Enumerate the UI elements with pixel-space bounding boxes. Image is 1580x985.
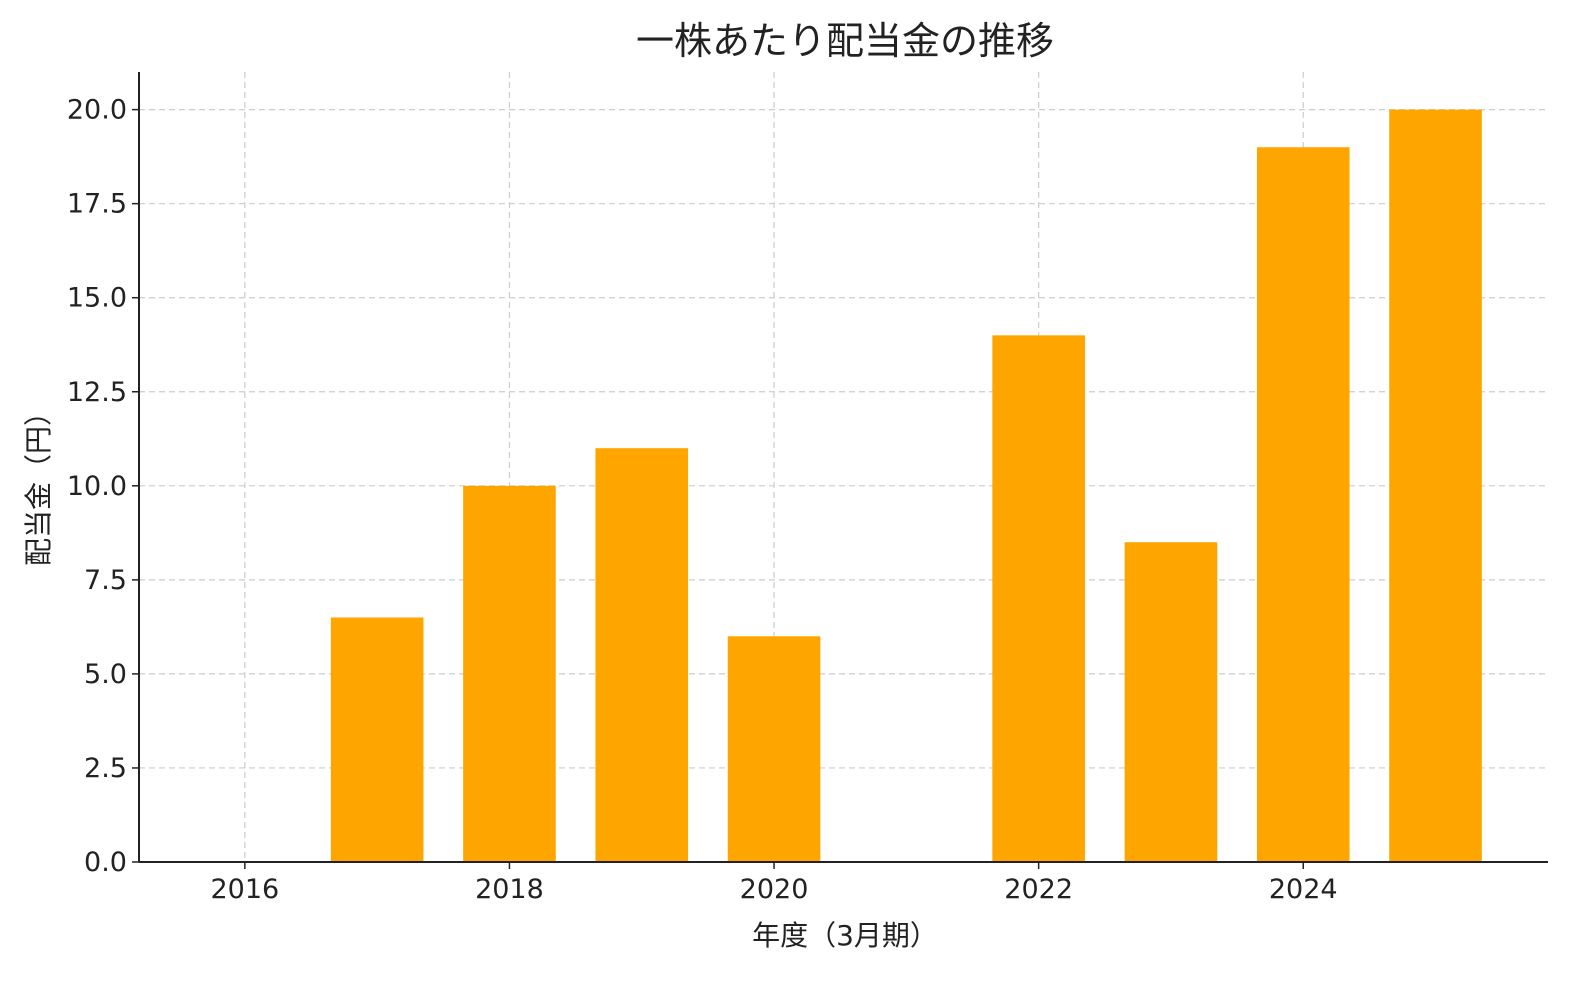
x-tick-label: 2024	[1269, 874, 1338, 905]
x-tick-label: 2018	[475, 874, 544, 905]
bar-2019	[595, 448, 689, 862]
y-tick-label: 5.0	[84, 659, 127, 690]
y-tick-labels: 0.0 2.5 5.0 7.5 10.0 12.5 15.0 17.5 20.0	[67, 95, 139, 878]
y-tick-label: 7.5	[84, 565, 127, 596]
y-tick-label: 2.5	[84, 753, 127, 784]
chart-title: 一株あたり配当金の推移	[636, 19, 1054, 63]
x-tick-label: 2022	[1004, 874, 1073, 905]
bar-2023	[1124, 542, 1218, 862]
bar-2024	[1256, 147, 1350, 862]
bars	[330, 109, 1482, 863]
x-tick-label: 2020	[740, 874, 809, 905]
x-tick-label: 2016	[210, 874, 279, 905]
x-tick-labels: 2016 2018 2020 2022 2024	[210, 862, 1338, 905]
y-tick-label: 20.0	[67, 95, 127, 126]
y-tick-label: 15.0	[67, 283, 127, 314]
bar-2025	[1389, 109, 1482, 863]
bar-2017	[330, 617, 424, 862]
y-tick-label: 10.0	[67, 471, 127, 502]
y-tick-label: 17.5	[67, 189, 127, 220]
bar-2022	[992, 335, 1085, 862]
y-axis-label: 配当金（円）	[22, 398, 55, 566]
x-axis-label: 年度（3月期）	[752, 919, 938, 952]
y-tick-label: 12.5	[67, 377, 127, 408]
bar-2018	[463, 485, 556, 862]
y-tick-label: 0.0	[84, 847, 127, 878]
bar-2020	[727, 636, 821, 862]
